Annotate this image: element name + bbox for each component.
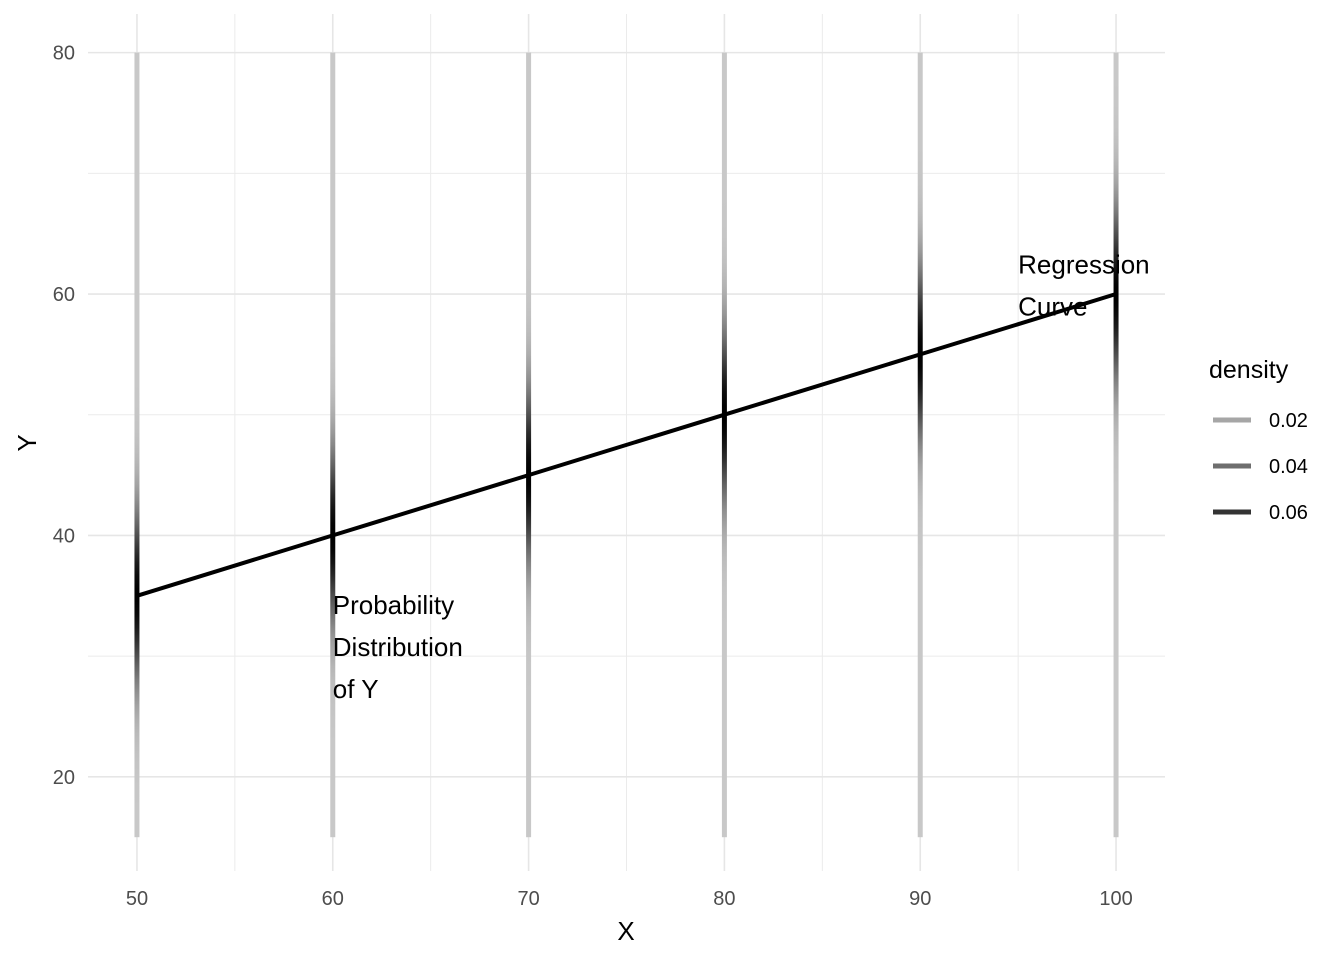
annotation-text: of Y (333, 674, 379, 704)
density-strip (1113, 52, 1119, 838)
regression-series (136, 292, 1117, 598)
regression-line (136, 292, 1117, 598)
annotation-text: Curve (1018, 292, 1087, 322)
x-tick-label: 90 (909, 888, 931, 910)
minor-gridlines (88, 14, 1165, 871)
legend-label: 0.06 (1269, 502, 1308, 524)
x-tick-labels: 50 60 70 80 90 100 (126, 888, 1133, 910)
x-tick-label: 100 (1099, 888, 1132, 910)
density-strips (134, 52, 1119, 838)
y-tick-label: 60 (53, 284, 75, 306)
y-tick-labels: 20 40 60 80 (53, 43, 75, 789)
annotation-text: Regression (1018, 250, 1150, 280)
annotation-text: Distribution (333, 632, 463, 662)
annotations: Probability Distribution of Y Regression Cur… (333, 250, 1150, 704)
y-tick-label: 80 (53, 43, 75, 65)
y-axis-title: Y (12, 434, 42, 451)
legend-label: 0.04 (1269, 456, 1308, 478)
density-strip (134, 52, 140, 838)
x-tick-label: 60 (322, 888, 344, 910)
x-tick-label: 50 (126, 888, 148, 910)
density-strip (330, 52, 336, 838)
density-strip (526, 52, 532, 838)
y-tick-label: 20 (53, 767, 75, 789)
x-tick-label: 80 (713, 888, 735, 910)
annotation-text: Probability (333, 590, 454, 620)
x-axis-title: X (617, 916, 634, 946)
legend-title: density (1209, 356, 1289, 384)
density-strip (721, 52, 727, 838)
y-tick-label: 40 (53, 525, 75, 547)
legend-label: 0.02 (1269, 410, 1308, 432)
x-tick-label: 70 (517, 888, 539, 910)
density-strip (917, 52, 923, 838)
legend: density 0.02 0.04 0.06 (1209, 356, 1308, 524)
